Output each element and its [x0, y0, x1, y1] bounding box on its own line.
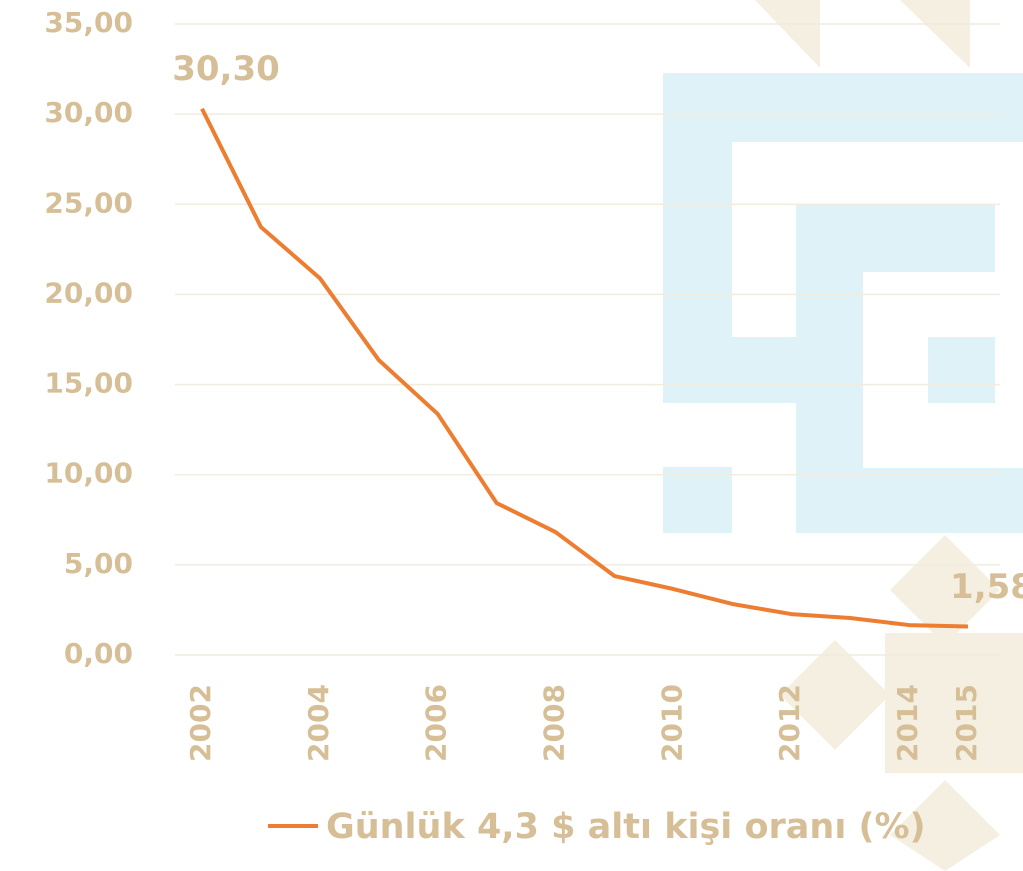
y-tick-label: 15,00 — [44, 367, 133, 400]
x-tick-label: 2004 — [302, 684, 335, 762]
legend-label: Günlük 4,3 $ altı kişi oranı (%) — [326, 807, 926, 847]
x-tick-label: 2012 — [773, 684, 806, 762]
x-tick-label: 2008 — [538, 684, 571, 762]
y-tick-label: 30,00 — [44, 96, 133, 129]
chart: 0,00 5,00 10,00 15,00 20,00 25,00 30,00 35,00 20… — [0, 0, 1023, 871]
x-tick-label: 2014 — [891, 684, 924, 762]
x-tick-label: 2006 — [420, 684, 453, 762]
data-label: 30,30 — [172, 49, 280, 89]
x-tick-label: 2010 — [655, 684, 688, 762]
y-tick-label: 20,00 — [44, 276, 133, 309]
y-tick-label: 25,00 — [44, 186, 133, 219]
page: {"chart_data": {"type": "line", "x": [20… — [0, 0, 1023, 871]
x-tick-label: 2002 — [184, 684, 217, 762]
y-tick-label: 0,00 — [64, 637, 133, 670]
x-tick-label: 2015 — [950, 684, 983, 762]
y-tick-label: 5,00 — [64, 547, 133, 580]
y-tick-label: 35,00 — [44, 6, 133, 39]
data-label: 1,58 — [950, 567, 1023, 607]
y-tick-label: 10,00 — [44, 457, 133, 490]
